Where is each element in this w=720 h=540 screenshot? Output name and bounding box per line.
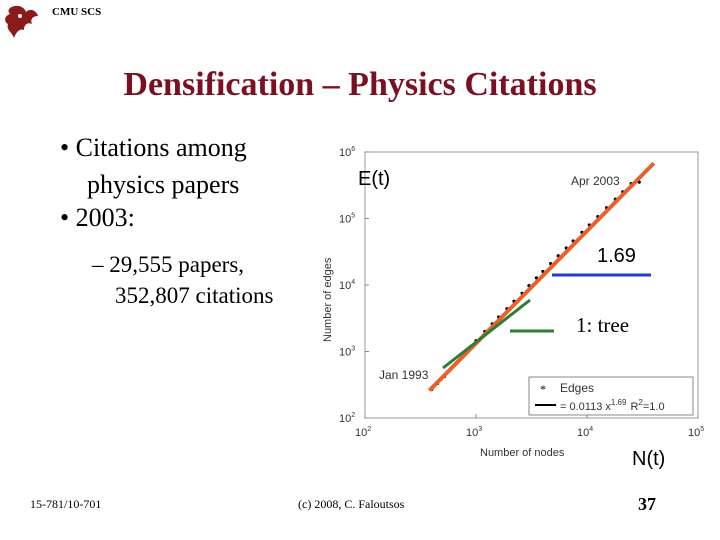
legend: * Edges = 0.0113 x1.69 R2=1.0: [528, 376, 694, 416]
brand-label: CMU SCS: [52, 6, 102, 18]
annotation-apr-2003: Apr 2003: [571, 174, 620, 188]
page-number: 37: [638, 494, 656, 514]
footer-course: 15-781/10-701: [30, 497, 102, 511]
legend-point-marker: *: [540, 382, 546, 396]
y-tick-label: 105: [339, 213, 355, 226]
x-tick-label: 104: [577, 426, 593, 439]
x-tick-label: 102: [355, 426, 371, 439]
tree-label: 1: tree: [576, 313, 629, 337]
y-tick-label: 103: [339, 346, 355, 359]
fit-line: [427, 161, 656, 392]
slide-title: Densification – Physics Citations: [123, 66, 597, 103]
footer-copyright: (c) 2008, C. Faloutsos: [298, 497, 405, 511]
sub-bullet-line-1: – 29,555 papers,: [92, 252, 245, 277]
y-tick-label: 104: [339, 279, 355, 292]
slope-label: 1.69: [597, 245, 636, 267]
y-tick-label: 106: [339, 146, 355, 159]
bullet-1-line-2: physics papers: [87, 170, 240, 199]
x-tick-label: 105: [688, 426, 704, 439]
y-series-label: E(t): [358, 168, 390, 190]
legend-points-label: Edges: [560, 381, 594, 395]
y-axis-label: Number of edges: [322, 257, 334, 342]
x-series-label: N(t): [632, 448, 665, 470]
x-axis-label: Number of nodes: [480, 447, 565, 459]
legend-box: [528, 376, 694, 416]
x-tick-label: 103: [466, 426, 482, 439]
bullet-2: • 2003:: [60, 203, 135, 232]
tree-line: [442, 298, 531, 370]
annotation-jan-1993: Jan 1993: [379, 368, 429, 382]
y-tick-label: 102: [339, 412, 355, 425]
sub-bullet-line-2: 352,807 citations: [115, 283, 274, 308]
bullet-1-line-1: • Citations among: [60, 133, 247, 162]
griffin-logo-icon: [5, 5, 38, 38]
legend-fit-label: = 0.0113 x1.69 R2=1.0: [560, 398, 665, 413]
